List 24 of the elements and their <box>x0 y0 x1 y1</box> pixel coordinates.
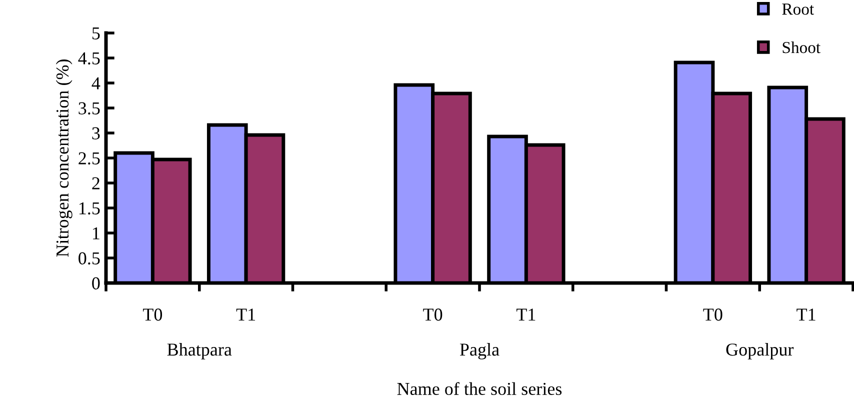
y-tick-label: 5 <box>92 27 100 40</box>
y-tick-label: 3 <box>92 127 100 140</box>
legend-label: Root <box>782 4 814 15</box>
text: Gopalpur <box>726 343 794 360</box>
text: Pagla <box>460 343 500 360</box>
x-axis-title: Name of the soil series <box>397 382 562 396</box>
y-axis-title: Nitrogen concentration (%) <box>56 60 72 257</box>
y-tick-label: 4.5 <box>78 52 100 65</box>
y-tick-label: 2.5 <box>78 152 100 165</box>
x-tick-label: T1 <box>236 308 256 321</box>
x-tick-label: T0 <box>142 308 162 321</box>
y-tick-label: 1 <box>93 227 100 240</box>
text: Bhatpara <box>167 343 232 360</box>
y-tick-label: 3.5 <box>78 102 100 115</box>
x-tick-label: T0 <box>423 308 442 321</box>
legend-label: Shoot <box>782 41 820 54</box>
y-tick-label: 2 <box>92 177 100 190</box>
y-tick-label: 0.5 <box>78 252 100 265</box>
x-tick-label: T0 <box>703 308 722 321</box>
y-tick-label: 4 <box>92 77 100 90</box>
x-tick-label: T1 <box>516 308 536 321</box>
x-tick-label: T1 <box>796 308 816 321</box>
y-tick-label: 1.5 <box>79 202 100 215</box>
y-tick-label: 0 <box>92 277 100 290</box>
